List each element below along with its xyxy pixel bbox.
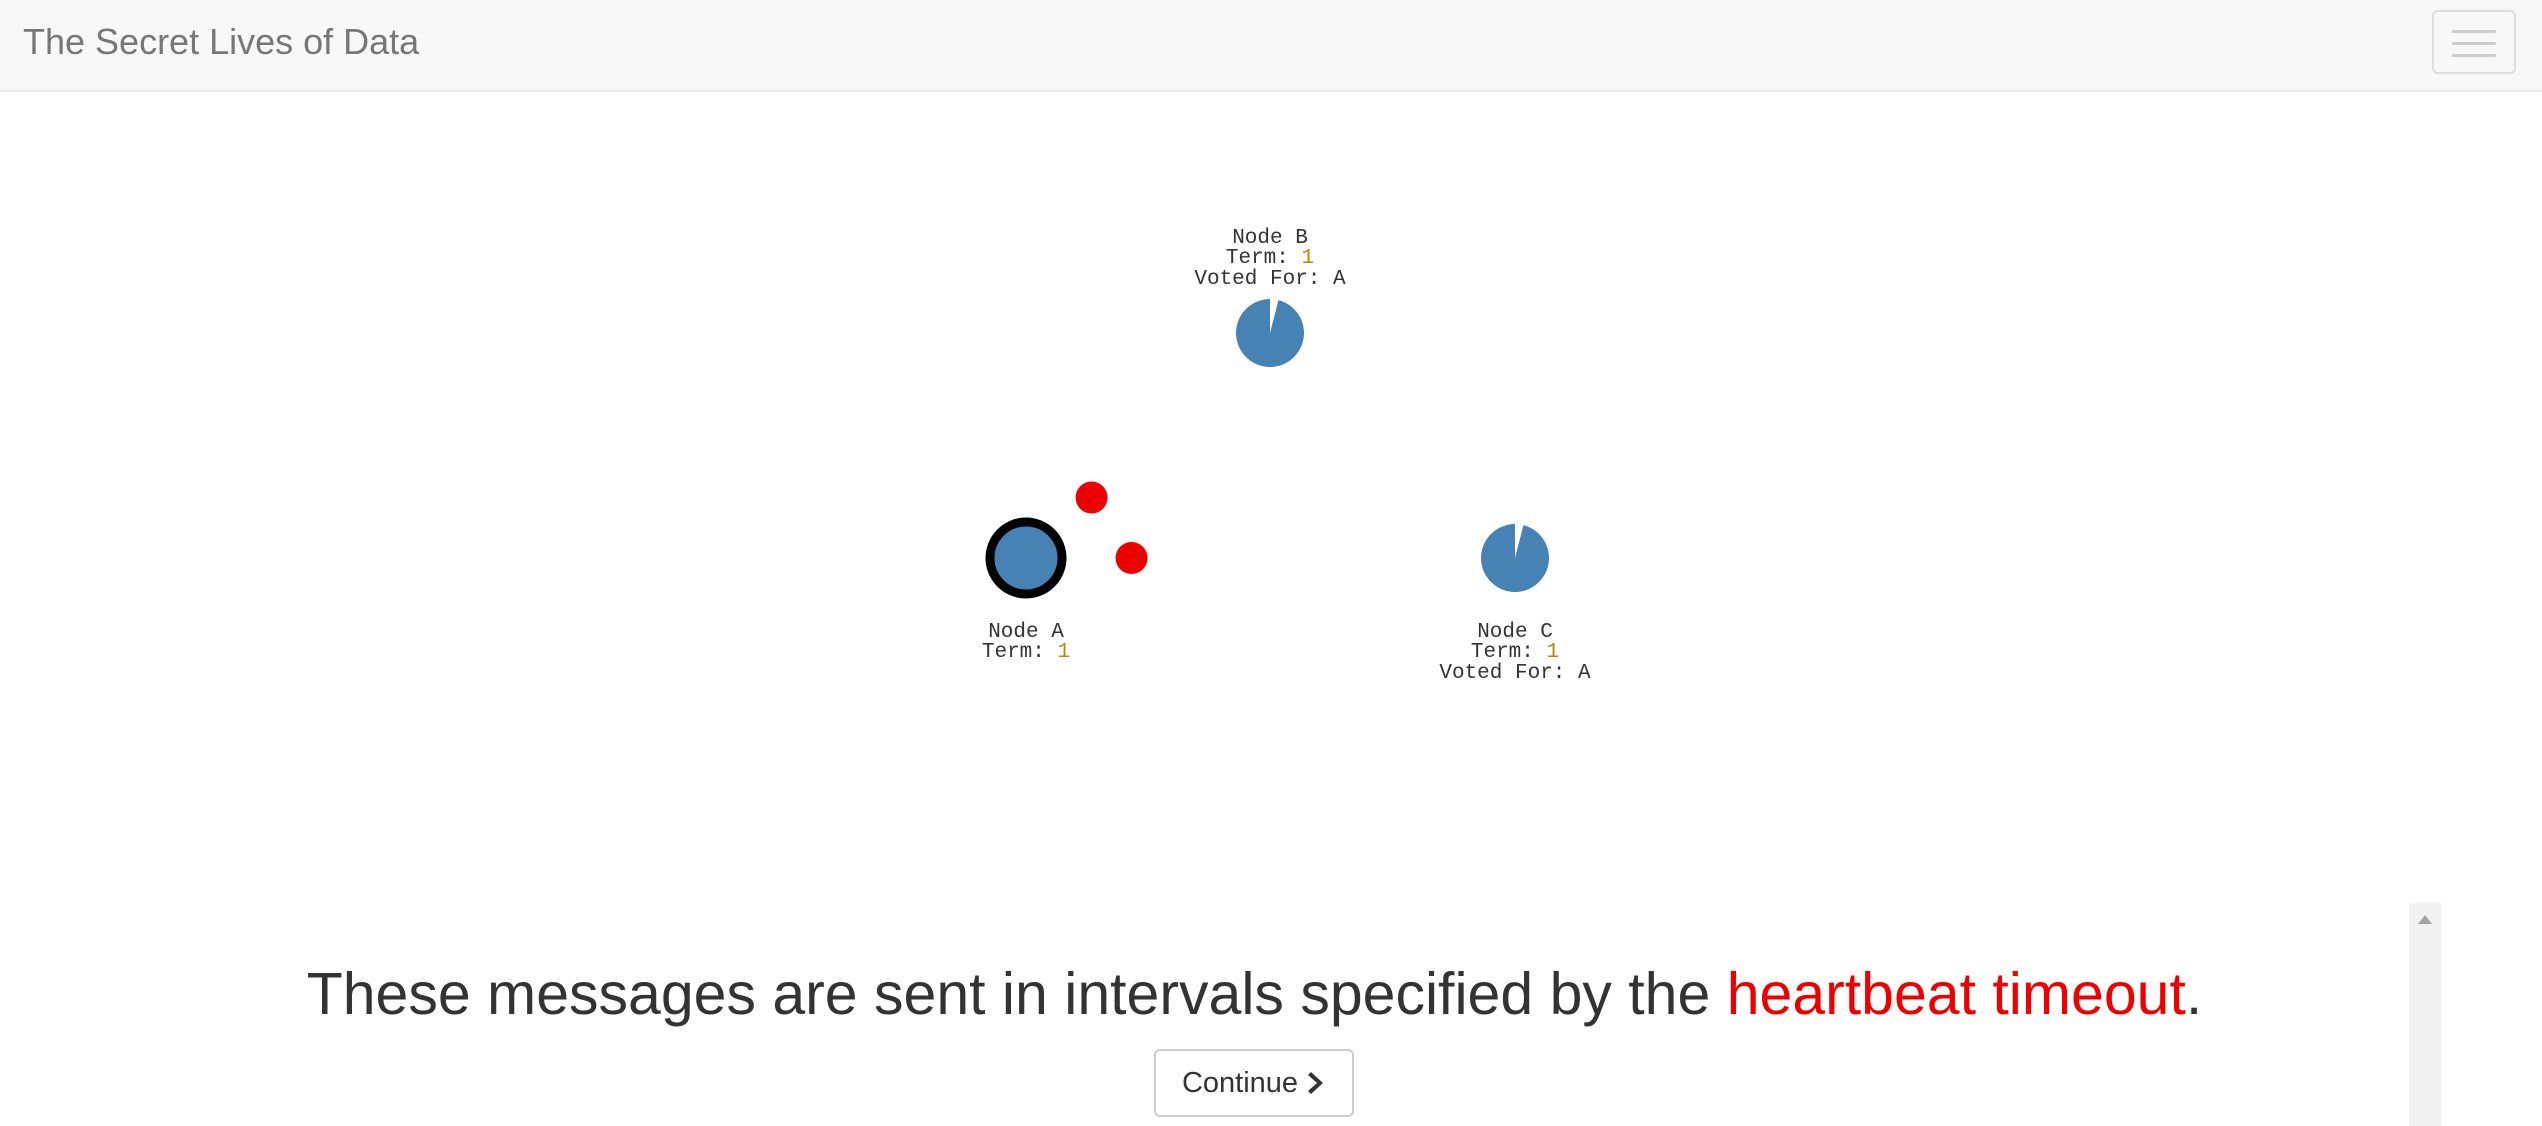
- scroll-up-arrow-icon[interactable]: [2418, 915, 2432, 924]
- navbar: The Secret Lives of Data: [0, 0, 2542, 92]
- chevron-right-icon: [1308, 1072, 1324, 1094]
- node-b: Node B Term: 1 Voted For: A: [1194, 227, 1346, 367]
- raft-cluster-diagram: Node B Term: 1 Voted For: A Node A Term:…: [982, 227, 1591, 685]
- caption-text: These messages are sent in intervals spe…: [306, 961, 2203, 1027]
- node-b-term: Term: 1: [1226, 247, 1314, 270]
- node-c-voted-for: Voted For: A: [1439, 662, 1591, 685]
- brand-title[interactable]: The Secret Lives of Data: [23, 21, 420, 62]
- menu-toggle-button[interactable]: [2432, 10, 2516, 74]
- hamburger-menu-icon: [2452, 30, 2496, 33]
- node-c-term: Term: 1: [1471, 641, 1559, 664]
- node-a-name: Node A: [988, 621, 1064, 644]
- node-b-voted-for: Voted For: A: [1194, 268, 1346, 291]
- caption-highlight: heartbeat timeout: [1726, 961, 2186, 1027]
- hamburger-menu-icon: [2452, 54, 2496, 57]
- raft-visualization: Node B Term: 1 Voted For: A Node A Term:…: [0, 92, 2542, 1126]
- continue-button[interactable]: Continue: [1154, 1049, 1354, 1117]
- node-c: Node C Term: 1 Voted For: A: [1439, 524, 1591, 685]
- node-c-circle: [1480, 524, 1549, 592]
- heartbeat-message-to-b: [1075, 481, 1108, 514]
- node-b-circle: [1236, 299, 1305, 367]
- continue-button-label: Continue: [1181, 1066, 1299, 1099]
- node-a: Node A Term: 1: [982, 517, 1070, 664]
- node-a-circle: [985, 517, 1067, 599]
- node-b-name: Node B: [1232, 227, 1308, 250]
- heartbeat-message-to-c: [1115, 542, 1148, 574]
- node-a-term: Term: 1: [982, 641, 1070, 664]
- caption-scrollbar[interactable]: [2409, 903, 2441, 1126]
- node-c-name: Node C: [1477, 621, 1553, 644]
- hamburger-menu-icon: [2452, 42, 2496, 45]
